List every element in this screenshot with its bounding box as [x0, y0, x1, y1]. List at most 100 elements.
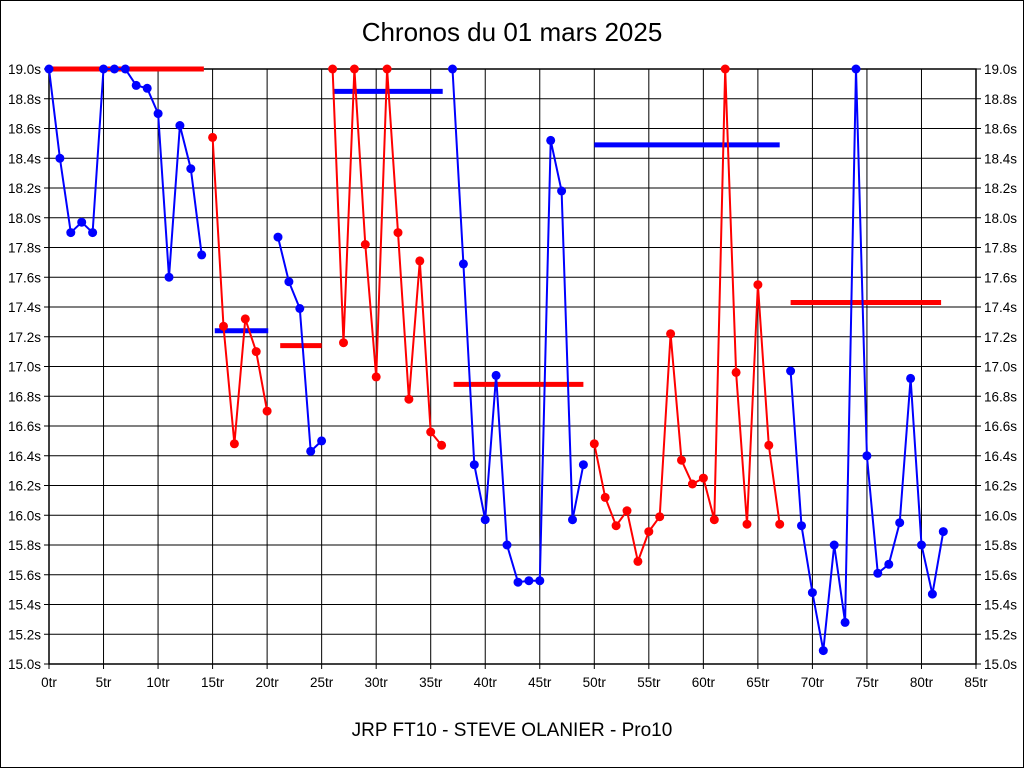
lap-time-point [589, 439, 599, 449]
y-tick-label-right: 18.0s [984, 211, 1017, 226]
stint-1-laps [44, 64, 207, 282]
y-tick-label-right: 15.2s [984, 627, 1017, 642]
stint-average-lines [49, 66, 942, 387]
lap-time-point [753, 280, 763, 290]
stint-4-laps [328, 64, 447, 450]
lap-time-point [655, 512, 665, 522]
lap-time-point [906, 373, 916, 383]
lap-time-point [731, 367, 741, 377]
stint-2-laps [208, 132, 272, 449]
lap-time-point [622, 506, 632, 516]
y-tick-label-right: 16.4s [984, 449, 1017, 464]
lap-time-point [371, 372, 381, 382]
lap-time-point [142, 83, 152, 93]
y-tick-label-right: 16.0s [984, 508, 1017, 523]
y-tick-label-left: 15.8s [8, 538, 41, 553]
x-tick-label: 10tr [146, 675, 170, 690]
lap-time-point [295, 304, 305, 313]
lap-time-point [404, 394, 414, 404]
lap-time-point [818, 646, 828, 656]
x-tick-label: 30tr [365, 675, 389, 690]
y-tick-label-left: 16.0s [8, 508, 41, 523]
y-tick-label-right: 19.0s [984, 62, 1017, 77]
lap-time-point [698, 473, 708, 483]
x-tick-label: 20tr [255, 675, 279, 690]
lap-time-point [153, 109, 163, 119]
lap-time-point [797, 521, 806, 531]
lap-time-point [775, 519, 785, 529]
y-tick-label-right: 17.8s [984, 241, 1017, 256]
x-tick-label: 25tr [310, 675, 334, 690]
x-tick-label: 5tr [96, 675, 112, 690]
lap-time-point [197, 250, 207, 260]
y-tick-label-right: 15.8s [984, 538, 1017, 553]
lap-time-point [666, 329, 676, 339]
lap-time-point [687, 479, 697, 489]
lap-time-point [328, 64, 338, 74]
stint-3-laps [273, 232, 327, 456]
lap-time-point [938, 527, 948, 537]
y-tick-label-left: 15.4s [8, 598, 41, 613]
lap-time-point [535, 576, 545, 586]
lap-time-point [426, 427, 436, 437]
x-tick-label: 40tr [474, 675, 498, 690]
lap-time-point [611, 521, 621, 531]
lap-time-point [229, 439, 239, 449]
lap-time-point [720, 64, 730, 74]
lap-time-point [437, 440, 447, 450]
stint-5-laps [448, 64, 588, 587]
x-tick-label: 60tr [692, 675, 716, 690]
grid [44, 68, 981, 669]
y-tick-label-left: 15.6s [8, 568, 41, 583]
lap-time-point [927, 589, 937, 599]
y-tick-label-right: 16.8s [984, 389, 1017, 404]
lap-time-point [862, 451, 872, 461]
y-tick-label-left: 18.2s [8, 181, 41, 196]
lap-time-point [66, 228, 76, 238]
lap-time-point [88, 228, 98, 238]
axis-labels: 19.0s 19.0s 18.8s 18.8s 18.6s 18.6s 18.4s 18.4s… [8, 62, 1017, 690]
x-tick-label: 15tr [201, 675, 225, 690]
lap-time-point [807, 588, 817, 598]
lap-time-point [546, 135, 556, 145]
lap-time-point [448, 64, 457, 74]
lap-time-point [742, 519, 752, 529]
lap-time-point [120, 64, 130, 74]
y-tick-label-right: 16.6s [984, 419, 1017, 434]
lap-time-point [829, 540, 839, 550]
lap-time-point [240, 314, 250, 324]
lap-time-point [917, 540, 926, 550]
y-tick-label-right: 15.6s [984, 568, 1017, 583]
stint-2-laps-line [211, 137, 269, 444]
x-tick-label: 80tr [910, 675, 934, 690]
y-tick-label-left: 18.0s [8, 211, 41, 226]
y-tick-label-left: 16.4s [8, 449, 41, 464]
x-tick-label: 85tr [964, 675, 988, 690]
lap-time-point [644, 527, 654, 537]
lap-time-point [786, 366, 796, 376]
y-tick-label-left: 17.0s [8, 360, 41, 375]
lap-time-point [109, 64, 119, 74]
y-tick-label-right: 17.0s [984, 360, 1017, 375]
lap-time-point [131, 80, 141, 90]
x-tick-label: 35tr [419, 675, 443, 690]
chart-subtitle: JRP FT10 - STEVE OLANIER - Pro10 [351, 720, 673, 741]
y-tick-label-left: 16.8s [8, 389, 41, 404]
lap-time-point [491, 370, 501, 380]
plot-border [48, 68, 977, 665]
lap-time-point [339, 338, 348, 348]
lap-time-point [164, 272, 174, 282]
lap-time-point [273, 232, 283, 242]
y-tick-label-left: 17.4s [8, 300, 41, 315]
y-tick-label-right: 18.6s [984, 122, 1017, 137]
lap-time-point [208, 132, 218, 142]
lap-time-point [317, 436, 327, 446]
y-tick-label-left: 16.6s [8, 419, 41, 434]
x-tick-label: 65tr [746, 675, 770, 690]
lap-time-point [175, 121, 185, 130]
y-tick-label-left: 17.2s [8, 330, 41, 345]
y-tick-label-left: 17.8s [8, 241, 41, 256]
y-tick-label-left: 16.2s [8, 479, 41, 494]
